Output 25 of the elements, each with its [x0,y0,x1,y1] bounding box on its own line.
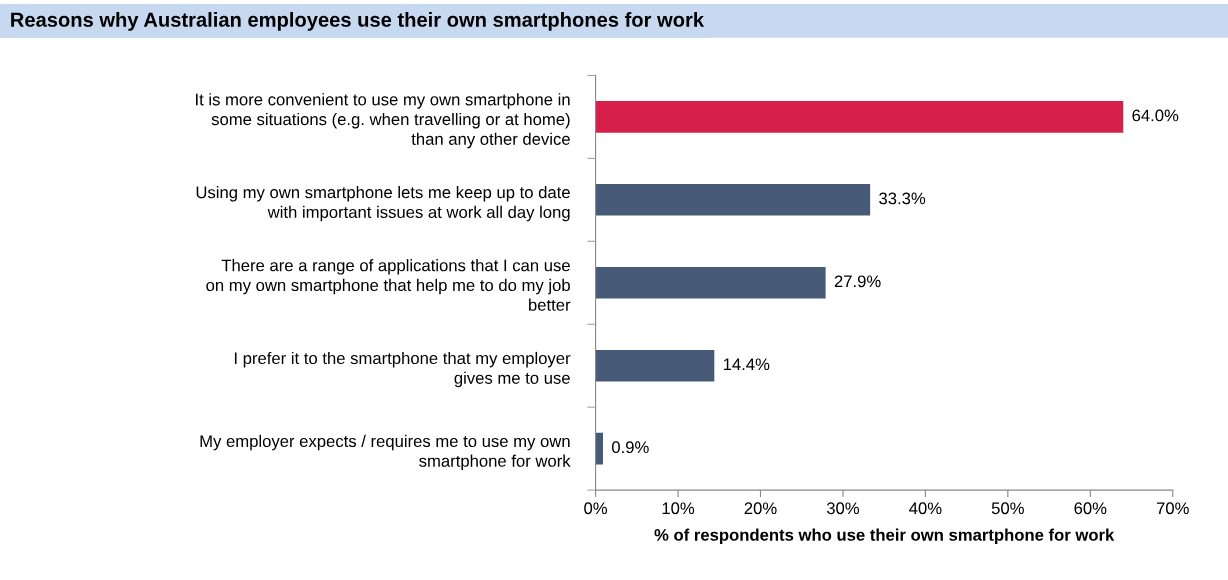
bar [595,432,603,465]
y-tick-label: My employer expects / requires me to use my own smartphone for work [200,434,571,471]
x-tick-label: 10% [662,502,695,515]
x-tick-label: 50% [991,502,1024,515]
bar [595,184,871,216]
y-tick-label: Using my own smartphone lets me keep up to date with important issues at work all day long [196,186,570,222]
x-axis-title: % of respondents who use their own smartphone for work [654,528,1115,545]
x-tick-label: 30% [826,502,860,515]
data-label: 27.9% [834,275,881,288]
x-tick-label: 0% [584,502,608,515]
x-tick-label: 40% [909,502,942,515]
x-tick-label: 60% [1074,502,1107,515]
text: Reasons why Australian employees use their own smartphones for work [11,12,705,31]
bar [595,349,715,382]
data-label: 64.0% [1132,109,1179,122]
data-label: 0.9% [611,441,649,454]
bar [595,266,826,299]
bar [595,101,1124,133]
y-tick-label: There are a range of applications that I can use on my own smartphone that help me to do my job better [206,259,571,311]
x-tick-label: 20% [744,502,777,515]
y-tick-label: I prefer it to the smartphone that my employer gives me to use [234,351,571,388]
data-label: 33.3% [879,192,926,205]
data-label: 14.4% [723,358,770,371]
y-tick-label: It is more convenient to use my own smartphone in some situations (e.g. when travelling or at home) than any other device [196,93,570,149]
x-tick-label: 70% [1156,502,1189,515]
